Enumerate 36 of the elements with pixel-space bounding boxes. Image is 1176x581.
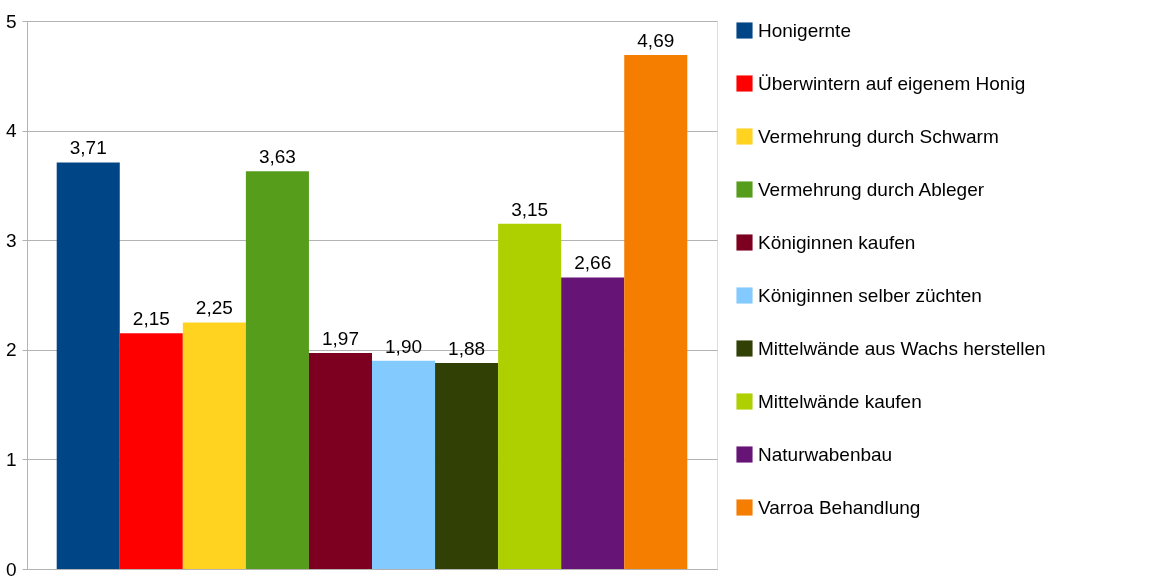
data-label: 3,15: [511, 198, 549, 220]
y-tick-label: 5: [5, 10, 17, 32]
y-tick-label: 3: [5, 229, 17, 251]
bar: [372, 360, 436, 569]
data-label: 4,69: [637, 29, 675, 51]
bar: [561, 277, 625, 569]
bar: [119, 333, 183, 569]
y-tick-label: 4: [5, 120, 17, 142]
legend-label: Überwintern auf eigenem Honig: [758, 72, 1026, 94]
bar: [182, 322, 246, 569]
y-tick-label: 0: [5, 558, 17, 580]
legend-label: Varroa Behandlung: [758, 496, 921, 518]
legend-label: Honigernte: [758, 19, 851, 41]
data-label: 3,71: [69, 137, 107, 159]
bar: [56, 162, 120, 569]
legend-label: Mittelwände kaufen: [758, 390, 922, 412]
data-label: 2,66: [574, 252, 612, 274]
data-label: 2,15: [132, 308, 170, 330]
data-label: 1,88: [448, 337, 486, 359]
legend-label: Königinnen selber züchten: [758, 284, 982, 306]
y-tick-label: 2: [5, 339, 17, 361]
legend-label: Vermehrung durch Schwarm: [758, 125, 999, 147]
legend-label: Mittelwände aus Wachs herstellen: [758, 337, 1046, 359]
bar: [435, 362, 499, 569]
data-label: 2,25: [195, 297, 233, 319]
y-tick-label: 1: [5, 448, 17, 470]
legend-label: Königinnen kaufen: [758, 231, 916, 253]
bar: [624, 54, 688, 569]
legend-label: Vermehrung durch Ableger: [758, 178, 985, 200]
bar: [245, 171, 309, 569]
data-label: 3,63: [258, 146, 296, 168]
bar: [308, 353, 372, 569]
data-label: 1,90: [385, 335, 423, 357]
bar: [498, 223, 562, 569]
legend-label: Naturwabenbau: [758, 443, 893, 465]
data-label: 1,97: [321, 328, 359, 350]
